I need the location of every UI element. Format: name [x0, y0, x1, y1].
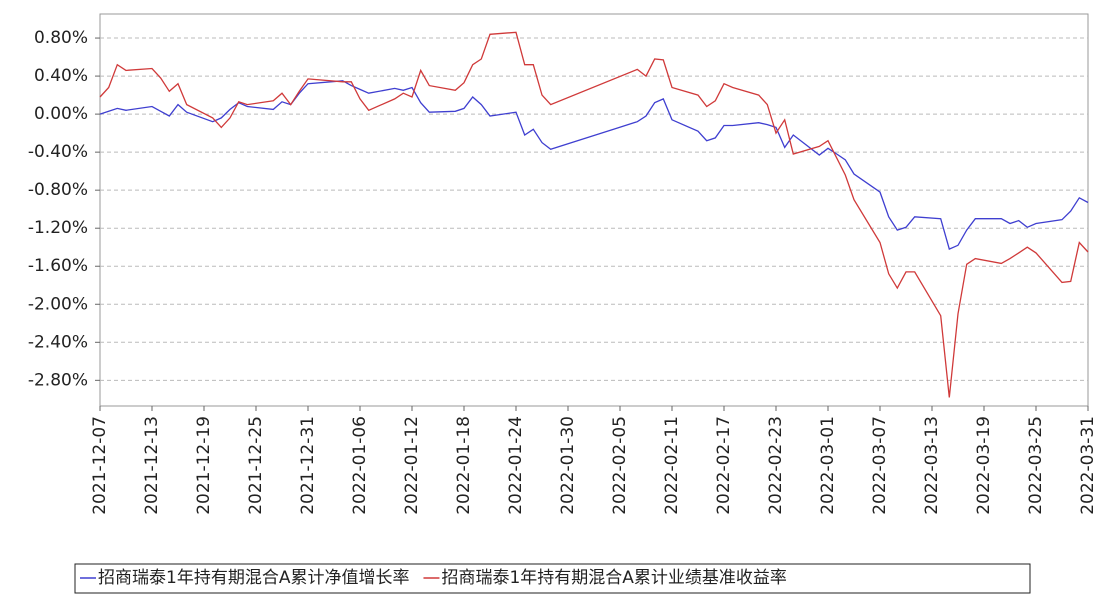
x-tick-label: 2022-01-30 — [558, 416, 578, 515]
x-tick-label: 2022-02-17 — [714, 416, 734, 515]
y-tick-label: -0.80% — [28, 180, 88, 200]
y-tick-label: 0.40% — [34, 66, 88, 86]
x-tick-label: 2022-03-31 — [1078, 416, 1098, 515]
y-tick-label: -2.80% — [28, 370, 88, 390]
x-tick-label: 2022-03-07 — [870, 416, 890, 515]
y-tick-label: -2.40% — [28, 332, 88, 352]
x-tick-label: 2022-01-24 — [506, 416, 526, 515]
legend-label: 招商瑞泰1年持有期混合A累计净值增长率 — [98, 568, 409, 588]
y-tick-label: -2.00% — [28, 294, 88, 314]
x-tick-label: 2022-02-11 — [662, 416, 682, 515]
y-tick-label: 0.00% — [34, 104, 88, 124]
x-tick-label: 2022-01-18 — [454, 416, 474, 515]
x-tick-label: 2021-12-31 — [298, 416, 318, 515]
x-tick-label: 2021-12-19 — [194, 416, 214, 515]
series-line — [99, 80, 1089, 250]
y-tick-label: -0.40% — [28, 142, 88, 162]
x-tick-label: 2022-02-05 — [610, 416, 630, 515]
y-tick-label: -1.60% — [28, 256, 88, 276]
series-line — [99, 31, 1089, 398]
x-tick-label: 2022-01-06 — [350, 416, 370, 515]
x-tick-label: 2022-01-12 — [402, 416, 422, 515]
legend-box — [74, 563, 1031, 594]
legend-label: 招商瑞泰1年持有期混合A累计业绩基准收益率 — [441, 568, 786, 588]
x-tick-label: 2022-03-01 — [818, 416, 838, 515]
y-tick-label: 0.80% — [34, 28, 88, 48]
x-tick-label: 2022-02-23 — [766, 416, 786, 515]
x-tick-label: 2022-03-13 — [922, 416, 942, 515]
y-tick-label: -1.20% — [28, 218, 88, 238]
x-tick-label: 2021-12-07 — [90, 416, 110, 515]
x-tick-label: 2021-12-13 — [142, 416, 162, 515]
x-tick-label: 2021-12-25 — [246, 416, 266, 515]
plot-frame — [99, 13, 1089, 407]
x-tick-label: 2022-03-19 — [974, 416, 994, 515]
x-tick-label: 2022-03-25 — [1026, 416, 1046, 515]
